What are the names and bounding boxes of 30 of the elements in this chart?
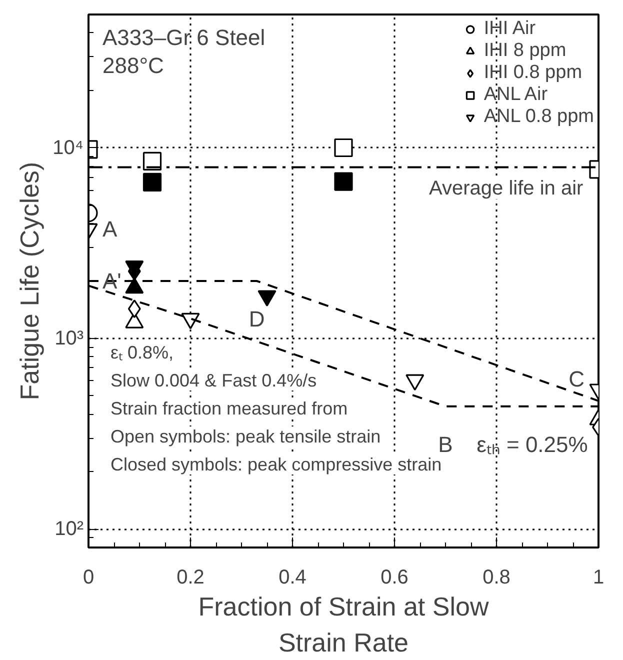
legend-label: IHI 8 ppm [484, 40, 566, 62]
text: A333–Gr 6 Steel [102, 25, 266, 50]
x-tick-label: 0.2 [176, 566, 204, 588]
annotation: A' [102, 268, 122, 294]
y-tick-label: 10⁴ [52, 136, 84, 159]
annotation: D [248, 306, 265, 332]
annotation: Slow 0.004 & Fast 0.4%/s [110, 370, 317, 390]
y-tick-label: 10³ [54, 327, 84, 350]
y-tick-label: 10² [54, 518, 84, 540]
annotation: Closed symbols: peak compressive strain [110, 454, 442, 474]
legend-label: IHI Air [484, 18, 536, 40]
x-axis-title: Fraction of Strain at Slow Strain Rate [198, 592, 489, 658]
legend-label: IHI 0.8 ppm [484, 62, 582, 84]
annotation: C [568, 366, 585, 392]
y-axis-title: Fatigue Life (Cycles) [14, 162, 45, 400]
annotation: A [102, 216, 118, 242]
annotation: Strain fraction measured from [110, 398, 348, 418]
annotation: Open symbols: peak tensile strain [110, 426, 381, 446]
x-tick-label: 0.4 [278, 566, 306, 588]
x-tick-label: 0.6 [380, 566, 408, 588]
x-tick-label: 1 [592, 566, 604, 588]
x-tick-label: 0 [82, 566, 94, 588]
annotation: εₜ 0.8%, [110, 342, 174, 362]
legend-label: ANL Air [484, 84, 548, 106]
legend-label: ANL 0.8 ppm [484, 106, 594, 128]
text: 288°C [102, 53, 164, 78]
annotation: εₜₕ = 0.25% [476, 432, 588, 457]
ref-line-label: Average life in air [429, 177, 584, 200]
annotation: B [438, 432, 453, 457]
x-tick-label: 0.8 [482, 566, 510, 588]
